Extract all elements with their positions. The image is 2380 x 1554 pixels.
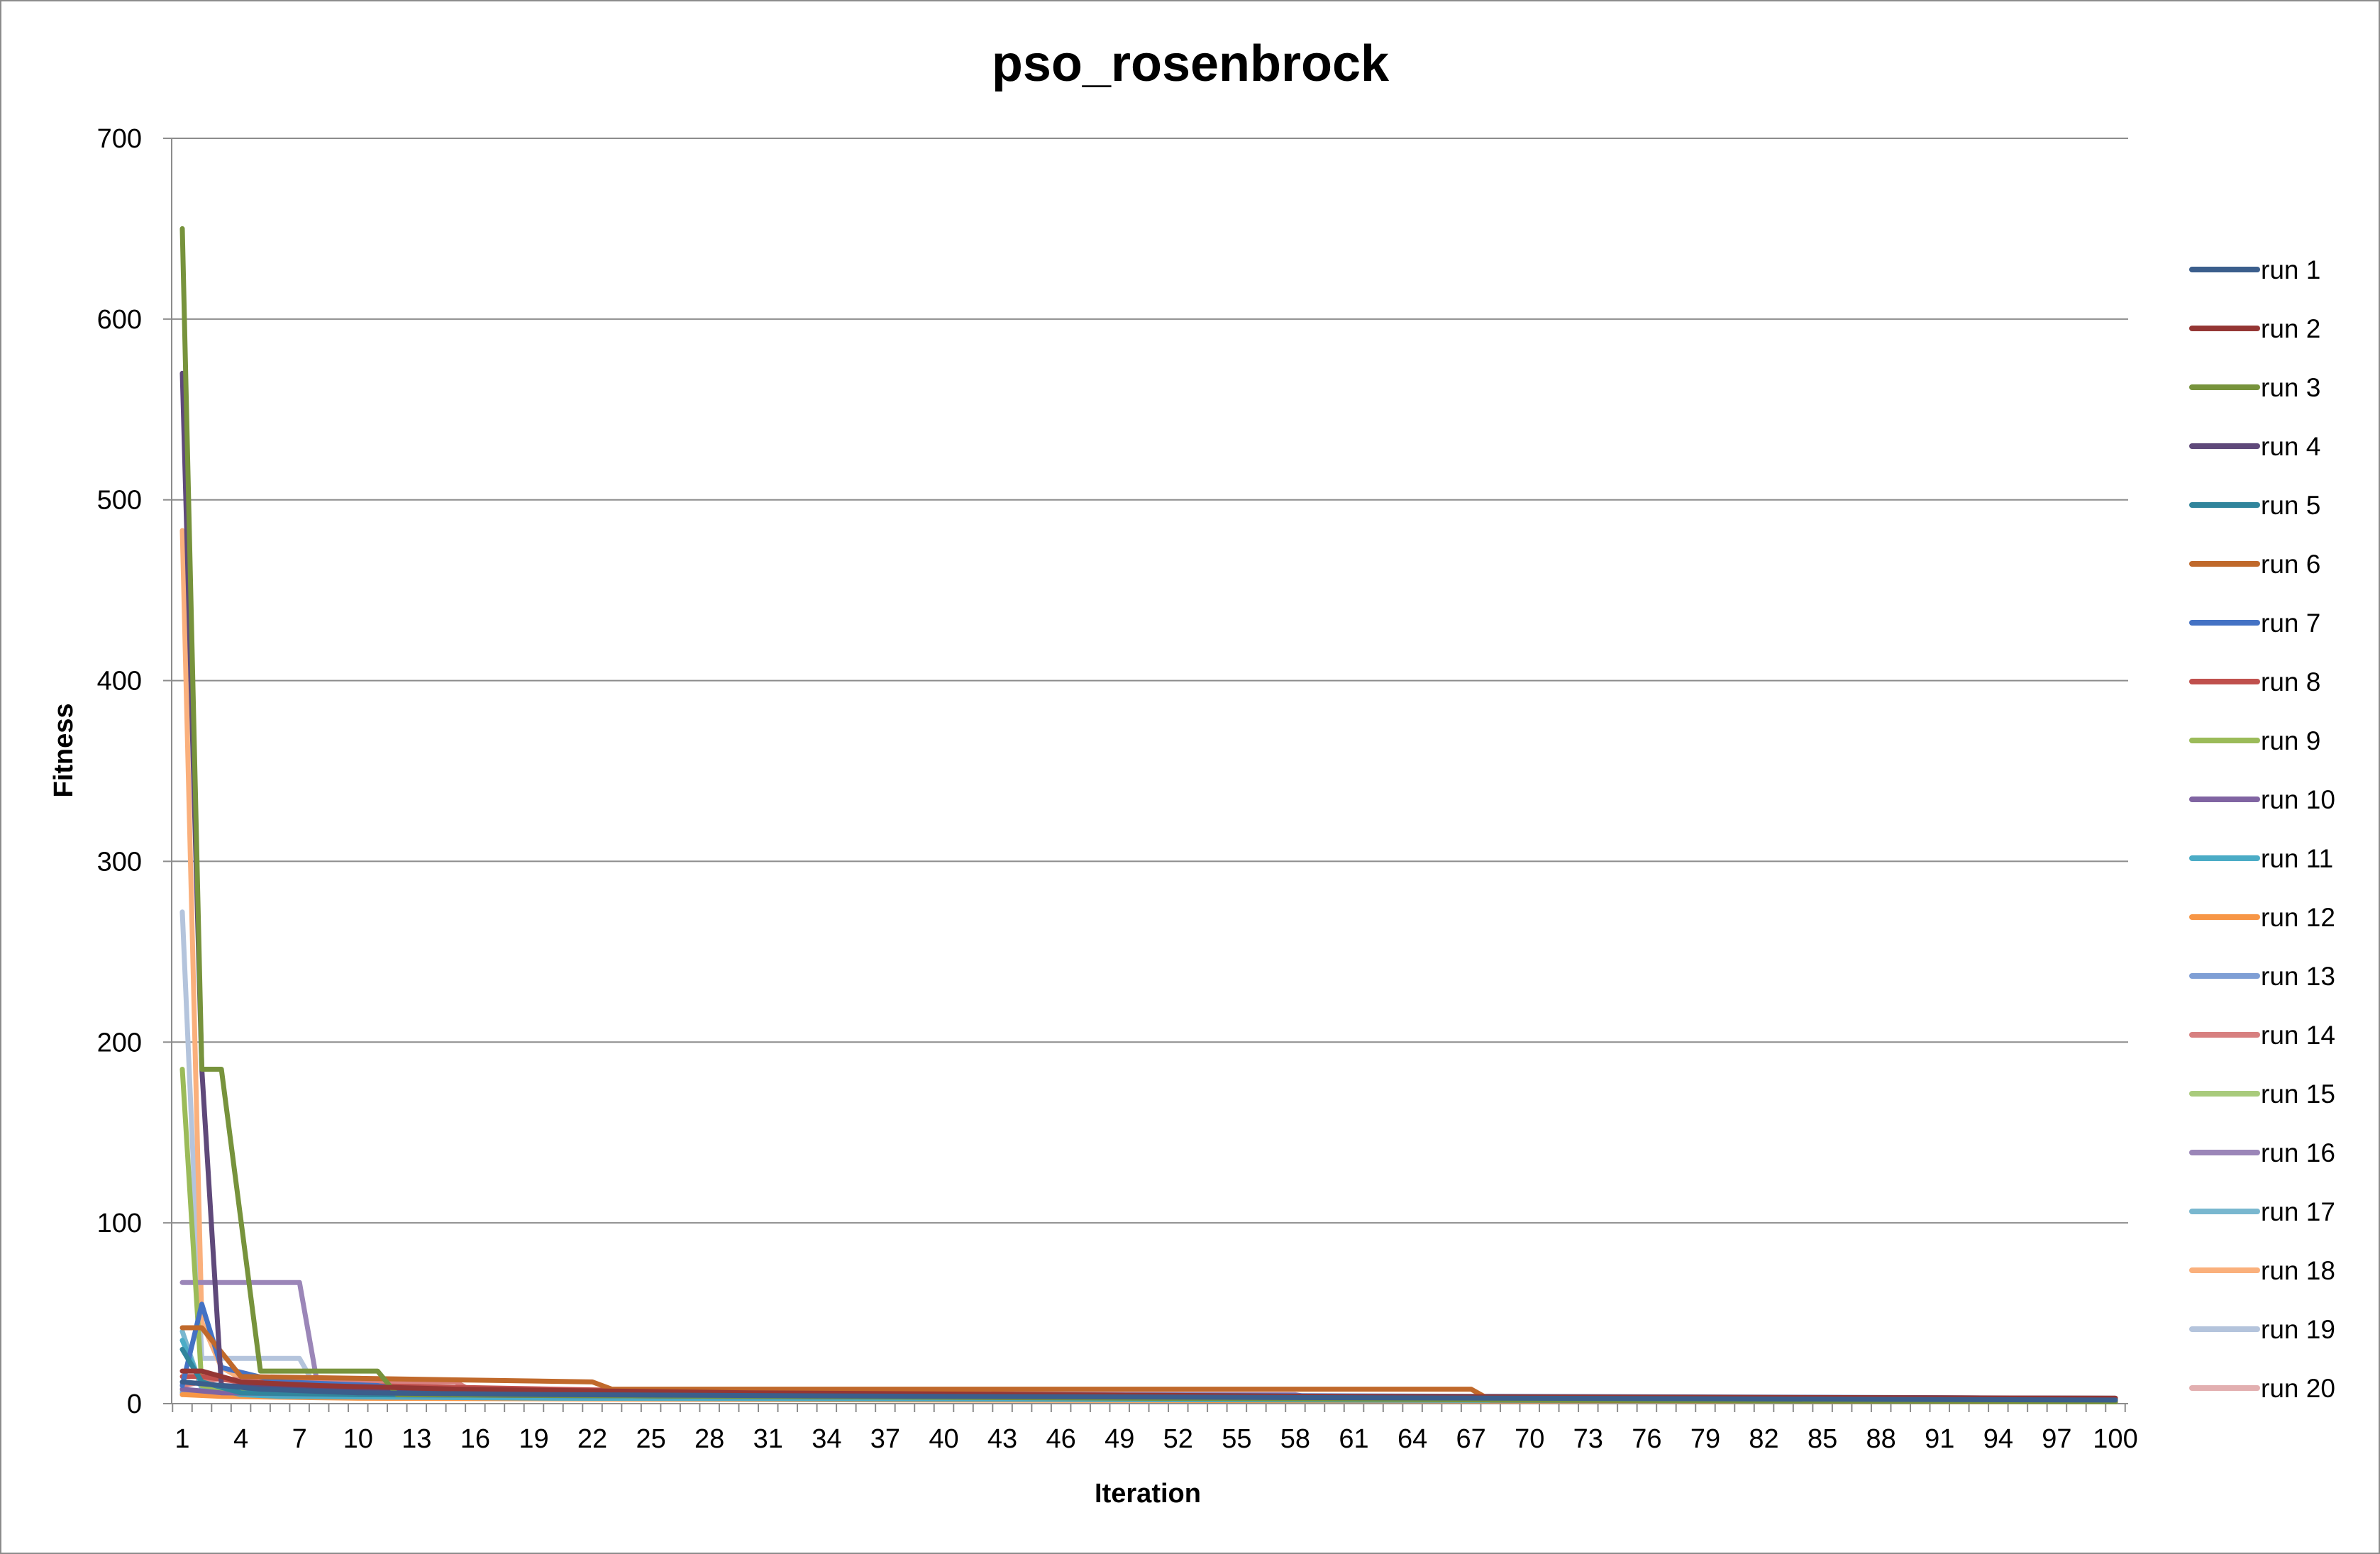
x-tick-label: 1 <box>175 1424 189 1454</box>
legend-item: run 4 <box>2189 432 2320 461</box>
x-tick-label: 43 <box>987 1424 1017 1454</box>
legend: run 1 run 2 run 3 run 4 run 5 run 6 run 7 run 8… <box>2189 255 2335 1403</box>
x-axis-ticks: 1 4 7 10 13 16 19 22 25 28 31 34 37 40 43 46 49 52 55 58 61 6… <box>172 1404 2138 1454</box>
legend-item: run 20 <box>2189 1374 2335 1403</box>
legend-label: run 6 <box>2261 550 2320 579</box>
legend-item: run 18 <box>2189 1256 2335 1285</box>
series-line-run-9 <box>179 1067 2118 1401</box>
x-tick-label: 67 <box>1456 1424 1486 1454</box>
legend-label: run 18 <box>2261 1256 2335 1285</box>
legend-label: run 5 <box>2261 491 2320 520</box>
x-tick-label: 7 <box>292 1424 307 1454</box>
series-line-run-7 <box>179 1302 2118 1401</box>
x-tick-label: 52 <box>1163 1424 1193 1454</box>
x-tick-label: 70 <box>1515 1424 1544 1454</box>
legend-label: run 1 <box>2261 255 2320 284</box>
x-tick-label: 46 <box>1046 1424 1075 1454</box>
legend-item: run 3 <box>2189 373 2320 402</box>
series-line-run-3 <box>179 226 2118 1404</box>
legend-label: run 7 <box>2261 609 2320 638</box>
y-axis-ticks: 0 100 200 300 400 500 600 700 <box>97 124 172 1419</box>
legend-item: run 11 <box>2189 844 2333 873</box>
x-tick-label: 76 <box>1632 1424 1661 1454</box>
legend-label: run 4 <box>2261 432 2320 461</box>
legend-label: run 19 <box>2261 1315 2335 1344</box>
x-tick-label: 55 <box>1222 1424 1251 1454</box>
x-tick-label: 10 <box>343 1424 373 1454</box>
legend-label: run 9 <box>2261 726 2320 755</box>
legend-label: run 16 <box>2261 1138 2335 1167</box>
series-line-run-19 <box>179 909 2118 1403</box>
legend-item: run 19 <box>2189 1315 2335 1344</box>
legend-item: run 13 <box>2189 962 2335 991</box>
legend-label: run 12 <box>2261 903 2335 932</box>
legend-item: run 12 <box>2189 903 2335 932</box>
x-tick-label: 37 <box>870 1424 900 1454</box>
y-tick-label: 500 <box>97 486 142 516</box>
legend-label: run 20 <box>2261 1374 2335 1403</box>
x-tick-label: 31 <box>753 1424 783 1454</box>
y-tick-label: 200 <box>97 1028 142 1058</box>
series-line-run-1 <box>179 1379 2118 1403</box>
legend-label: run 17 <box>2261 1197 2335 1226</box>
x-tick-label: 58 <box>1280 1424 1310 1454</box>
legend-item: run 14 <box>2189 1021 2335 1050</box>
legend-item: run 15 <box>2189 1080 2335 1109</box>
series-line-run-4 <box>179 370 2118 1404</box>
x-tick-label: 40 <box>929 1424 958 1454</box>
legend-label: run 15 <box>2261 1080 2335 1109</box>
chart-title: pso_rosenbrock <box>992 35 1390 92</box>
y-tick-label: 600 <box>97 305 142 335</box>
x-tick-label: 22 <box>577 1424 607 1454</box>
y-axis-title: Fitness <box>49 703 79 797</box>
legend-label: run 2 <box>2261 314 2320 343</box>
legend-label: run 3 <box>2261 373 2320 402</box>
series-line-run-18 <box>179 528 2118 1404</box>
x-axis-title: Iteration <box>1095 1479 1201 1509</box>
x-tick-label: 73 <box>1573 1424 1603 1454</box>
series-layer <box>179 226 2118 1404</box>
gridlines <box>172 138 2128 1224</box>
x-tick-label: 16 <box>460 1424 490 1454</box>
legend-item: run 5 <box>2189 491 2320 520</box>
legend-label: run 14 <box>2261 1021 2335 1050</box>
legend-item: run 16 <box>2189 1138 2335 1167</box>
x-tick-label: 100 <box>2093 1424 2137 1454</box>
y-tick-label: 100 <box>97 1209 142 1238</box>
legend-item: run 6 <box>2189 550 2320 579</box>
x-tick-label: 4 <box>233 1424 248 1454</box>
legend-label: run 10 <box>2261 785 2335 814</box>
x-tick-label: 19 <box>519 1424 548 1454</box>
x-tick-label: 88 <box>1866 1424 1896 1454</box>
x-tick-label: 79 <box>1690 1424 1720 1454</box>
legend-label: run 13 <box>2261 962 2335 991</box>
x-tick-label: 34 <box>812 1424 841 1454</box>
legend-item: run 10 <box>2189 785 2335 814</box>
legend-label: run 11 <box>2261 844 2333 873</box>
x-tick-label: 82 <box>1749 1424 1778 1454</box>
x-tick-label: 61 <box>1339 1424 1368 1454</box>
y-tick-label: 400 <box>97 667 142 696</box>
x-tick-label: 13 <box>402 1424 431 1454</box>
x-tick-label: 91 <box>1925 1424 1954 1454</box>
x-tick-label: 49 <box>1105 1424 1134 1454</box>
x-tick-label: 85 <box>1808 1424 1837 1454</box>
legend-item: run 1 <box>2189 255 2320 284</box>
legend-label: run 8 <box>2261 667 2320 696</box>
x-tick-label: 94 <box>1983 1424 2013 1454</box>
x-tick-label: 25 <box>636 1424 665 1454</box>
x-tick-label: 97 <box>2042 1424 2071 1454</box>
y-tick-label: 700 <box>97 124 142 154</box>
y-tick-label: 300 <box>97 847 142 877</box>
legend-item: run 9 <box>2189 726 2320 755</box>
x-tick-label: 64 <box>1397 1424 1427 1454</box>
legend-item: run 8 <box>2189 667 2320 696</box>
legend-item: run 17 <box>2189 1197 2335 1226</box>
x-tick-label: 28 <box>694 1424 724 1454</box>
legend-item: run 7 <box>2189 609 2320 638</box>
y-tick-label: 0 <box>127 1389 142 1419</box>
legend-item: run 2 <box>2189 314 2320 343</box>
